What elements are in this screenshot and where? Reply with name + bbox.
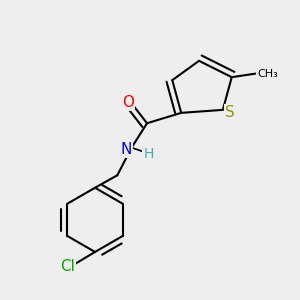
Text: Cl: Cl — [60, 259, 75, 274]
Text: H: H — [144, 147, 154, 160]
Text: S: S — [225, 105, 235, 120]
Text: O: O — [122, 95, 134, 110]
Text: CH₃: CH₃ — [257, 69, 278, 79]
Text: N: N — [121, 142, 132, 157]
